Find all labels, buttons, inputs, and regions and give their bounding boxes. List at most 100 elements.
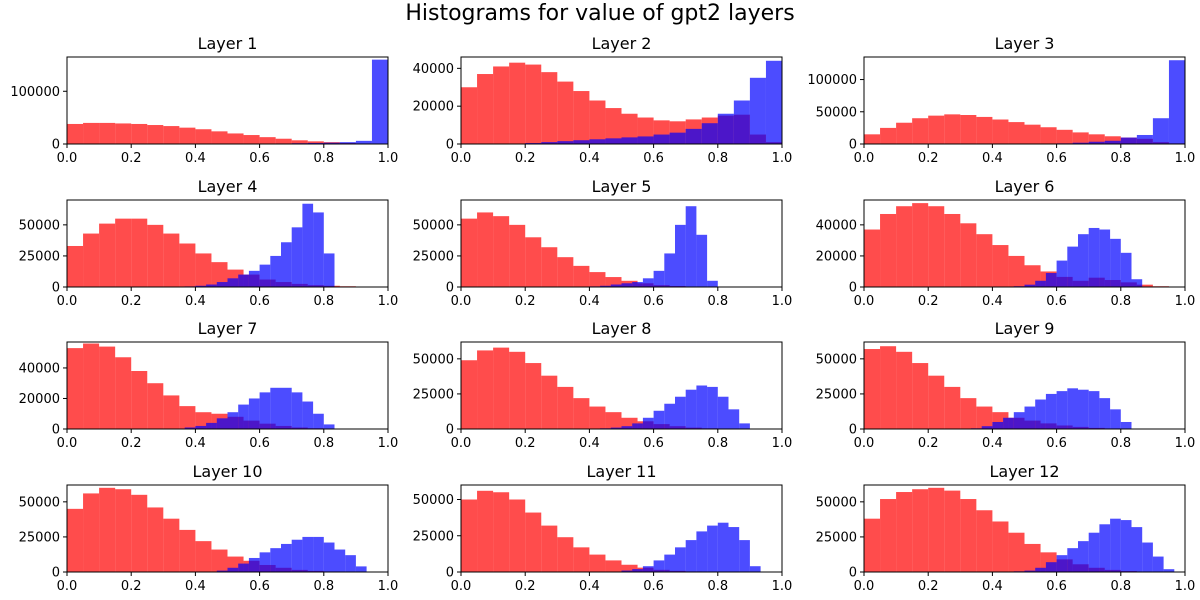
- histogram-bar-series-2: [291, 539, 303, 572]
- histogram-bar-series-2: [733, 100, 750, 144]
- axes-frame: [863, 56, 1186, 145]
- axes-frame: [460, 199, 783, 288]
- y-tick-label: 40000: [413, 62, 454, 77]
- x-tick-label: 0.8: [1110, 294, 1131, 309]
- x-tick-label: 1.0: [378, 579, 399, 594]
- histogram-bar-series-1: [589, 554, 606, 572]
- histogram-bar-series-1: [944, 213, 961, 287]
- histogram-bar-series-2: [206, 284, 217, 287]
- histogram-bar-series-1: [195, 253, 212, 287]
- x-tick-label: 0.4: [982, 579, 1003, 594]
- histogram-bar-series-1: [864, 518, 881, 572]
- x-tick-label: 0.0: [57, 151, 78, 166]
- histogram-bar-series-1: [1072, 132, 1089, 144]
- histogram-bar-series-2: [1142, 542, 1153, 572]
- y-tick-label: 100000: [807, 73, 857, 88]
- histogram-bar-series-1: [864, 134, 881, 144]
- histogram-bar-series-1: [1008, 122, 1025, 144]
- histogram-bar-series-2: [1013, 412, 1025, 429]
- histogram-bar-series-2: [1099, 524, 1111, 572]
- x-tick-label: 1.0: [378, 151, 399, 166]
- histogram-bar-series-1: [992, 119, 1009, 144]
- x-tick-label: 0.0: [57, 436, 78, 451]
- histogram-bar-series-2: [1099, 398, 1111, 429]
- y-tick-label: 0: [52, 281, 60, 296]
- histogram-bar-series-2: [270, 255, 281, 287]
- histogram-bar-series-2: [653, 560, 665, 572]
- histogram-bar-series-1: [864, 229, 881, 287]
- x-tick-label: 0.0: [854, 294, 875, 309]
- histogram-bar-series-1: [99, 223, 116, 287]
- subplot-title: Layer 5: [592, 177, 652, 196]
- bars: [461, 347, 750, 429]
- histogram-bar-series-1: [573, 265, 590, 287]
- subplot-title: Layer 4: [198, 177, 258, 196]
- histogram-bar-series-2: [248, 557, 260, 572]
- histogram-bar-series-2: [1045, 393, 1057, 429]
- histogram-bar-series-1: [477, 490, 494, 572]
- histogram-bar-series-2: [1152, 118, 1169, 144]
- histogram-bar-series-2: [696, 234, 708, 287]
- x-tick-label: 0.0: [451, 294, 472, 309]
- bars: [67, 203, 388, 287]
- histogram-bar-series-2: [1003, 417, 1014, 429]
- bars: [864, 346, 1153, 429]
- y-tick-label: 100000: [10, 85, 60, 100]
- histogram-bar-series-1: [992, 245, 1009, 287]
- histogram-bar-series-1: [67, 245, 84, 287]
- x-tick-label: 0.0: [451, 579, 472, 594]
- histogram-bar-series-1: [147, 224, 164, 287]
- y-tick-label: 0: [446, 138, 454, 153]
- histogram-bar-series-2: [291, 227, 303, 287]
- histogram-bar-series-1: [912, 363, 929, 429]
- subplot-title: Layer 1: [198, 34, 258, 53]
- x-tick-label: 0.4: [982, 151, 1003, 166]
- histogram-bar-series-2: [632, 282, 643, 287]
- histogram-bar-series-2: [1120, 252, 1132, 287]
- histogram-bar-series-1: [509, 499, 526, 572]
- bars: [461, 490, 761, 572]
- histogram-bar-series-1: [83, 233, 100, 287]
- histogram-bar-series-2: [307, 142, 324, 144]
- y-tick-label: 25000: [19, 530, 60, 545]
- histogram-bar-series-1: [557, 81, 574, 144]
- axes-frame: [863, 484, 1186, 573]
- histogram-bar-series-1: [163, 518, 180, 572]
- histogram-bar-series-2: [653, 134, 670, 144]
- histogram-bar-series-2: [238, 563, 249, 572]
- histogram-bar-series-2: [206, 422, 217, 429]
- histogram-bar-series-1: [115, 123, 132, 144]
- histogram-bar-series-2: [685, 389, 697, 429]
- histogram-bar-series-1: [211, 131, 228, 144]
- y-tick-label: 50000: [413, 352, 454, 367]
- histogram-bar-series-1: [163, 395, 180, 429]
- subplot-10: Layer 10 0.0 0.2 0.4 0.6 0.8 1.0 0 25000 50000: [19, 462, 399, 594]
- x-tick-label: 0.8: [707, 294, 728, 309]
- y-tick-label: 0: [849, 566, 857, 581]
- histogram-bar-series-2: [749, 77, 766, 144]
- x-tick-label: 1.0: [772, 294, 793, 309]
- axes-frame: [66, 341, 389, 430]
- histogram-bar-series-2: [707, 525, 718, 572]
- histogram-bar-series-2: [717, 396, 729, 429]
- histogram-bar-series-2: [632, 423, 643, 429]
- histogram-bar-series-1: [195, 541, 212, 572]
- histogram-bar-series-1: [195, 129, 212, 144]
- histogram-bar-series-1: [243, 135, 260, 144]
- subplot-title: Layer 12: [989, 462, 1059, 481]
- histogram-bar-series-1: [493, 66, 510, 144]
- histogram-bar-series-2: [992, 421, 1004, 429]
- histogram-bar-series-1: [960, 499, 977, 572]
- histogram-bar-series-2: [1072, 142, 1089, 144]
- histogram-bar-series-1: [880, 346, 897, 429]
- histogram-bar-series-1: [621, 417, 638, 429]
- histogram-bar-series-1: [896, 206, 913, 287]
- histogram-bar-series-2: [1035, 399, 1046, 429]
- histogram-bar-series-1: [1008, 532, 1025, 572]
- histogram-bar-series-2: [1078, 389, 1089, 429]
- x-tick-label: 0.2: [515, 436, 536, 451]
- axes-frame: [863, 341, 1186, 430]
- histogram-bar-series-1: [525, 363, 542, 429]
- histogram-bar-series-1: [147, 507, 164, 572]
